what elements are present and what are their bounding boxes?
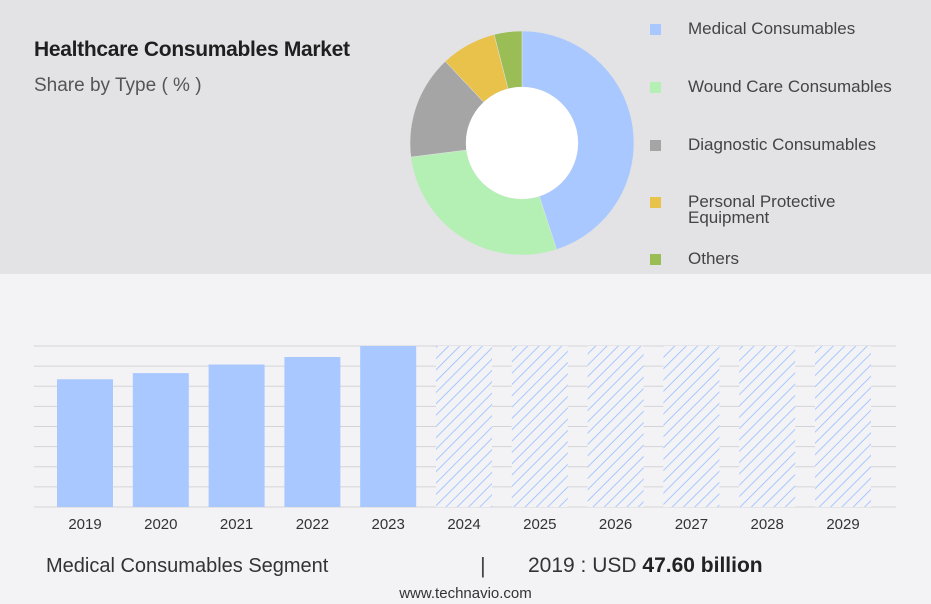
x-tick-label-2027: 2027 bbox=[675, 516, 708, 533]
legend: Medical Consumables Wound Care Consumable… bbox=[650, 18, 925, 274]
x-tick-label-2029: 2029 bbox=[826, 516, 859, 533]
x-tick-label-2019: 2019 bbox=[68, 516, 101, 533]
bar-2020 bbox=[132, 373, 189, 507]
bar-2025 bbox=[511, 346, 568, 507]
bar-2024 bbox=[436, 346, 492, 507]
legend-item-others: Others bbox=[650, 248, 918, 267]
x-tick-label-2025: 2025 bbox=[523, 516, 556, 533]
x-tick-label-2023: 2023 bbox=[372, 516, 405, 533]
segment-value-prefix: 2019 : USD bbox=[528, 554, 637, 577]
legend-swatch bbox=[650, 24, 661, 35]
donut-hole bbox=[466, 87, 578, 199]
bar-2027 bbox=[663, 346, 720, 507]
legend-label: Others bbox=[688, 249, 740, 268]
x-tick-label-2026: 2026 bbox=[599, 516, 632, 533]
x-tick-label-2024: 2024 bbox=[447, 516, 480, 533]
summary-separator: | bbox=[480, 553, 486, 578]
bar-2029 bbox=[815, 346, 871, 507]
bar-2026 bbox=[587, 346, 644, 507]
bar-2023 bbox=[360, 346, 417, 507]
legend-swatch bbox=[650, 254, 661, 265]
bar-2019 bbox=[57, 379, 113, 507]
legend-item-wound-care-consumables: Wound Care Consumables bbox=[650, 76, 918, 95]
segment-value: 2019 : USD 47.60 billion bbox=[528, 554, 763, 578]
legend-item-diagnostic-consumables: Diagnostic Consumables bbox=[650, 134, 918, 153]
legend-label: Wound Care Consumables bbox=[688, 77, 892, 96]
footer-link[interactable]: www.technavio.com bbox=[399, 585, 532, 602]
legend-item-personal-protective-equipment: Personal Protective Equipment bbox=[650, 191, 918, 226]
legend-swatch bbox=[650, 82, 661, 93]
legend-item-medical-consumables: Medical Consumables bbox=[650, 18, 918, 37]
chart-subtitle: Share by Type ( % ) bbox=[34, 75, 202, 96]
x-tick-label-2021: 2021 bbox=[220, 516, 253, 533]
x-tick-label-2020: 2020 bbox=[144, 516, 177, 533]
x-tick-label-2028: 2028 bbox=[751, 516, 784, 533]
legend-label: Medical Consumables bbox=[688, 19, 856, 38]
bar-2021 bbox=[208, 364, 265, 507]
legend-swatch bbox=[650, 197, 661, 208]
segment-label: Medical Consumables Segment bbox=[46, 555, 329, 577]
bar-chart: 2019 2020 2021 2022 2023 2024 2025 2026 2027 2028… bbox=[34, 345, 896, 533]
legend-label: Personal Protective Equipment bbox=[688, 192, 836, 227]
x-tick-label-2022: 2022 bbox=[296, 516, 329, 533]
legend-swatch bbox=[650, 140, 661, 151]
bar-2022 bbox=[284, 357, 341, 507]
segment-value-amount: 47.60 billion bbox=[642, 554, 763, 577]
chart-title: Healthcare Consumables Market bbox=[34, 38, 350, 61]
bar-2028 bbox=[739, 346, 796, 507]
legend-label: Diagnostic Consumables bbox=[688, 135, 877, 154]
donut-chart bbox=[409, 30, 635, 256]
